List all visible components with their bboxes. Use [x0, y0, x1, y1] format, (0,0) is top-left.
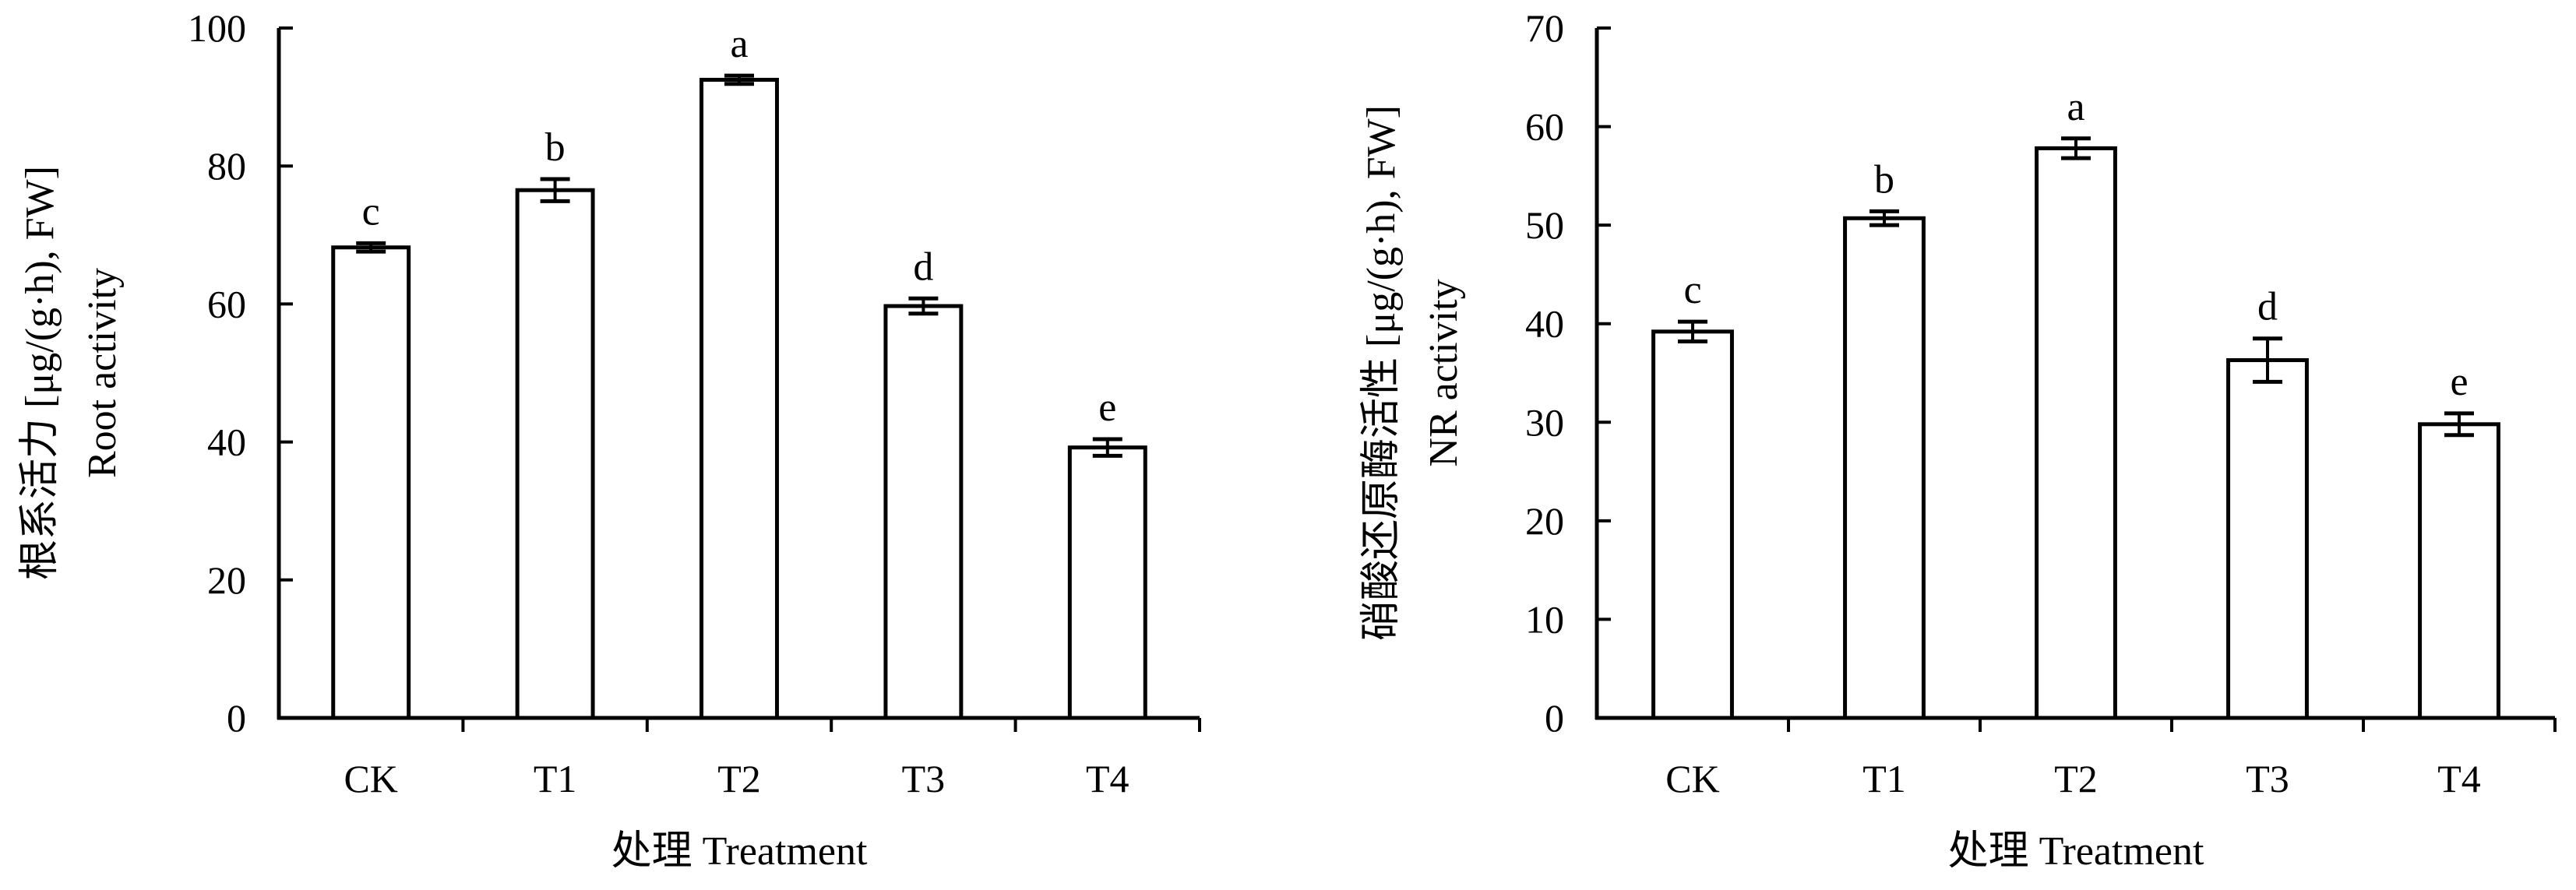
y-tick-label: 40 [1525, 302, 1564, 346]
y-tick-label: 100 [188, 6, 246, 50]
bar-t1 [515, 188, 595, 720]
significance-letter: e [2450, 360, 2468, 404]
y-axis-title-zh: 硝酸还原酶活性 [μg/(g·h), FW] [1359, 105, 1404, 641]
significance-letter: d [2257, 285, 2278, 329]
x-tick-label: T4 [1086, 757, 1129, 800]
y-tick-label: 70 [1525, 6, 1564, 50]
chart-root-activity: 0 20 40 60 80 100 c CK b T1 a T2 d T3 e T4 处理 Treatment 根… [18, 6, 1201, 874]
bar-t3 [2226, 358, 2309, 720]
x-tick-label: T3 [902, 757, 946, 800]
y-tick-label: 60 [1525, 105, 1564, 149]
y-axis-title-zh: 根系活力 [μg/(g·h), FW] [18, 166, 62, 580]
x-tick-label: T2 [2054, 757, 2098, 800]
significance-letter: c [362, 189, 380, 234]
bar-ck [1651, 329, 1734, 720]
y-tick-label: 0 [1545, 696, 1564, 740]
bar-t1 [1843, 216, 1926, 720]
significance-letter: d [913, 244, 933, 289]
y-tick-label: 20 [207, 558, 246, 602]
y-axis-title-en: Root activity [80, 268, 125, 478]
x-tick-label: T2 [717, 757, 761, 800]
y-tick-label: 30 [1525, 400, 1564, 444]
x-tick-label: T1 [1862, 757, 1906, 800]
significance-letter: a [730, 22, 748, 66]
y-tick-label: 80 [207, 144, 246, 188]
y-tick-label: 20 [1525, 499, 1564, 543]
y-tick-label: 10 [1525, 597, 1564, 641]
significance-letter: a [2067, 85, 2084, 129]
x-axis-title: 处理 Treatment [611, 829, 868, 874]
significance-letter: e [1098, 385, 1116, 430]
x-axis-title: 处理 Treatment [1948, 829, 2204, 874]
significance-letter: b [1874, 157, 1894, 202]
chart-nr-activity: 0 10 20 30 40 50 60 70 c CK b T1 a T2 d T3 e T4 处理 Treatme… [1359, 6, 2557, 874]
bar-t4 [2418, 422, 2500, 720]
x-tick-label: CK [344, 757, 397, 800]
bar-ck [331, 245, 411, 720]
x-tick-label: T3 [2246, 757, 2289, 800]
x-tick-label: T4 [2437, 757, 2481, 800]
y-tick-label: 60 [207, 282, 246, 325]
bar-t4 [1067, 445, 1147, 720]
y-tick-label: 40 [207, 420, 246, 464]
bar-t2 [2035, 146, 2117, 720]
y-tick-label: 50 [1525, 203, 1564, 247]
significance-letter: c [1683, 268, 1701, 312]
significance-letter: b [545, 125, 566, 170]
x-tick-label: CK [1665, 757, 1719, 800]
bar-t2 [700, 77, 779, 720]
x-tick-label: T1 [534, 757, 577, 800]
y-tick-label: 0 [227, 696, 246, 740]
y-axis-title-en: NR activity [1422, 279, 1466, 466]
bar-t3 [883, 304, 964, 720]
